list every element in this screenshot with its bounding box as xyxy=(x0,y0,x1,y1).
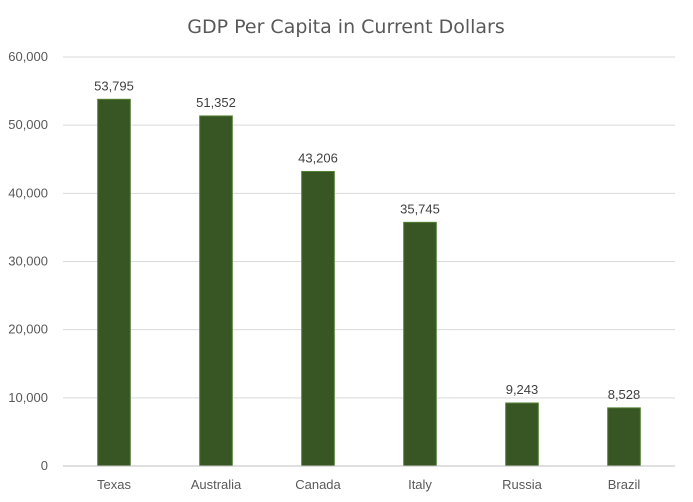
data-labels: 53,795 51,352 43,206 35,745 9,243 8,528 xyxy=(94,78,640,402)
data-label: 43,206 xyxy=(298,150,338,165)
bar-russia xyxy=(505,402,539,467)
y-tick-label: 40,000 xyxy=(8,185,48,200)
x-tick-label: Canada xyxy=(295,477,341,492)
bar-brazil xyxy=(607,407,641,467)
bar-canada xyxy=(301,170,335,467)
x-axis-ticks: Texas Australia Canada Italy Russia Brazil xyxy=(97,477,640,492)
bar-italy xyxy=(403,221,437,467)
data-label: 53,795 xyxy=(94,78,134,93)
data-label: 51,352 xyxy=(196,95,236,110)
x-tick-label: Texas xyxy=(97,477,131,492)
y-tick-label: 10,000 xyxy=(8,390,48,405)
x-tick-label: Italy xyxy=(408,477,432,492)
y-tick-label: 0 xyxy=(41,458,48,473)
y-tick-label: 50,000 xyxy=(8,117,48,132)
bar-australia xyxy=(199,115,233,467)
data-label: 9,243 xyxy=(506,382,539,397)
y-tick-label: 30,000 xyxy=(8,254,48,269)
bar-texas xyxy=(97,98,131,467)
data-label: 8,528 xyxy=(608,387,641,402)
y-axis-ticks: 0 10,000 20,000 30,000 40,000 50,000 60,000 xyxy=(8,49,48,473)
x-tick-label: Brazil xyxy=(608,477,641,492)
y-tick-label: 60,000 xyxy=(8,49,48,64)
chart-title: GDP Per Capita in Current Dollars xyxy=(187,16,504,38)
gridlines xyxy=(63,56,675,399)
data-label: 35,745 xyxy=(400,201,440,216)
y-tick-label: 20,000 xyxy=(8,322,48,337)
x-tick-label: Australia xyxy=(191,477,242,492)
bars xyxy=(97,98,641,467)
x-tick-label: Russia xyxy=(502,477,543,492)
